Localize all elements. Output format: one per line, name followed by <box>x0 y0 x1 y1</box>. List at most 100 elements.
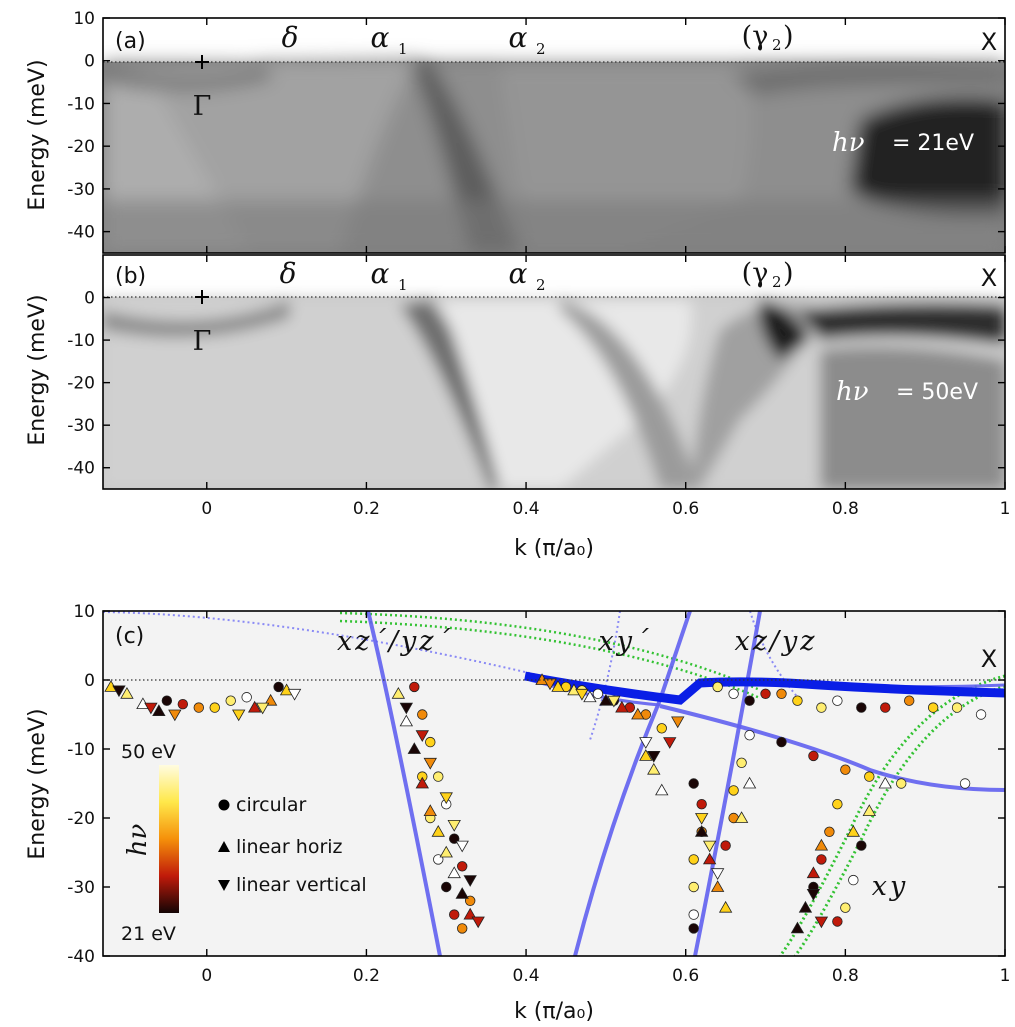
panel-a-label-alpha1: α <box>371 21 390 54</box>
point-triangle-up-33 <box>798 900 813 913</box>
point-triangle-up-12 <box>431 824 445 837</box>
panel-c-tag: (c) <box>115 624 144 649</box>
panel-b-label-gamma2-close: ) <box>783 258 794 289</box>
point-triangle-up-39 <box>790 921 805 934</box>
point-circle-39 <box>927 702 939 713</box>
point-circle-35 <box>832 695 843 706</box>
panel-a-label-delta: δ <box>282 21 299 54</box>
point-triangle-up-3 <box>152 704 166 716</box>
panel-2-ytick-label-4: -30 <box>67 878 95 898</box>
point-triangle-down-14 <box>543 678 557 691</box>
point-triangle-up-35 <box>814 838 829 851</box>
panel-1-ytick-label-0: 0 <box>84 289 95 309</box>
colorbar-bottom-label: 21 eV <box>121 923 176 945</box>
point-triangle-up-25 <box>647 762 661 775</box>
legend-marker-linear-vertical <box>218 880 230 891</box>
point-triangle-up-32 <box>742 776 757 789</box>
point-circle-34 <box>816 702 827 713</box>
panel-b-gamma-marker <box>195 290 209 304</box>
point-triangle-up-10 <box>415 776 429 789</box>
point-triangle-down-2 <box>168 709 182 722</box>
point-circle-10 <box>433 771 444 782</box>
panel-2-ytick-label-3: -20 <box>67 809 95 829</box>
point-triangle-down-18 <box>647 751 661 763</box>
point-circle-55 <box>720 840 731 851</box>
panel-b-gamma-label: Γ <box>193 326 212 357</box>
point-circle-5 <box>241 692 252 703</box>
point-circle-33 <box>792 695 803 706</box>
point-circle-19 <box>449 909 460 920</box>
panel-0-ytick-label-5: -40 <box>67 223 95 243</box>
panel-b-label-alpha2: α <box>509 257 528 290</box>
panel-1-xtick-label-5: 1 <box>1000 499 1011 519</box>
point-circle-44 <box>840 764 851 775</box>
panel-a-label-alpha2-sub: 2 <box>536 40 546 58</box>
point-circle-27 <box>656 723 667 734</box>
point-circle-62 <box>824 826 835 838</box>
point-triangle-up-38 <box>878 776 892 789</box>
point-circle-63 <box>832 799 843 810</box>
panel-b-tag: (b) <box>115 264 146 289</box>
point-triangle-up-4 <box>247 700 262 713</box>
point-circle-40 <box>951 702 963 713</box>
point-triangle-up-7 <box>391 686 406 699</box>
point-circle-0 <box>161 695 173 706</box>
point-circle-37 <box>880 702 891 713</box>
point-circle-66 <box>856 840 867 851</box>
point-triangle-down-1 <box>144 702 158 715</box>
point-triangle-up-14 <box>447 866 461 879</box>
point-triangle-down-7 <box>415 730 429 743</box>
point-circle-53 <box>688 909 699 920</box>
panel-a-frame <box>102 17 1006 254</box>
point-triangle-down-13 <box>471 916 485 929</box>
point-triangle-up-34 <box>806 866 821 879</box>
point-circle-3 <box>209 702 220 713</box>
panel-1-ytick-label-1: -10 <box>67 331 95 351</box>
panel-b-photon-value: = 50eV <box>896 380 978 405</box>
point-triangle-down-11 <box>455 840 469 853</box>
point-circle-20 <box>457 923 468 934</box>
point-circle-47 <box>959 778 971 789</box>
panel-c-scatter-points <box>104 673 987 934</box>
panel-c-model-bands <box>103 611 1005 956</box>
panel-c-xlabel: k (π/a₀) <box>514 999 594 1024</box>
orbital-label-xy: xy <box>872 871 908 902</box>
point-triangle-down-21 <box>694 813 709 825</box>
point-circle-4 <box>225 695 236 706</box>
colorbar-gradient <box>159 765 179 913</box>
point-triangle-up-1 <box>120 686 134 699</box>
point-circle-49 <box>696 799 707 810</box>
point-circle-43 <box>808 750 819 762</box>
point-triangle-up-5 <box>263 693 278 706</box>
point-triangle-down-9 <box>439 792 453 805</box>
axis-ticks: 100-10-20-30-400-10-20-30-400 0.2 0.4 0.6 0.… <box>67 9 1010 986</box>
point-triangle-down-24 <box>806 889 821 901</box>
legend-label-circular: circular <box>236 794 307 816</box>
panel-b-label-alpha2-sub: 2 <box>536 276 546 294</box>
legend-label-linear-vertical: linear vertical <box>236 874 367 896</box>
point-triangle-up-26 <box>655 783 669 796</box>
point-triangle-down-6 <box>399 702 414 715</box>
point-triangle-down-19 <box>663 737 677 749</box>
panel-b-label-gamma2-sub: 2 <box>772 273 782 291</box>
panel-2-ytick-label-5: -40 <box>67 947 95 967</box>
panel-1-xtick-label-4: 0.8 <box>832 499 859 519</box>
panel-b-frame <box>102 254 1006 490</box>
point-triangle-up-9 <box>407 742 421 754</box>
point-circle-54 <box>688 923 699 934</box>
point-triangle-up-24 <box>639 749 653 761</box>
panel-a-gamma-marker <box>195 55 209 69</box>
point-triangle-down-12 <box>463 875 477 887</box>
point-triangle-up-11 <box>423 804 437 816</box>
panel-c-background <box>103 611 1005 956</box>
point-circle-46 <box>896 778 907 789</box>
point-circle-64 <box>840 902 851 913</box>
panel-2-xtick-label-0: 0 <box>201 966 212 986</box>
legend: circular linear horiz linear vertical <box>218 794 367 896</box>
legend-marker-linear-horiz <box>218 841 230 852</box>
point-triangle-up-13 <box>439 845 453 858</box>
point-triangle-up-21 <box>599 693 613 706</box>
point-circle-30 <box>744 695 755 706</box>
point-triangle-up-22 <box>615 700 629 713</box>
